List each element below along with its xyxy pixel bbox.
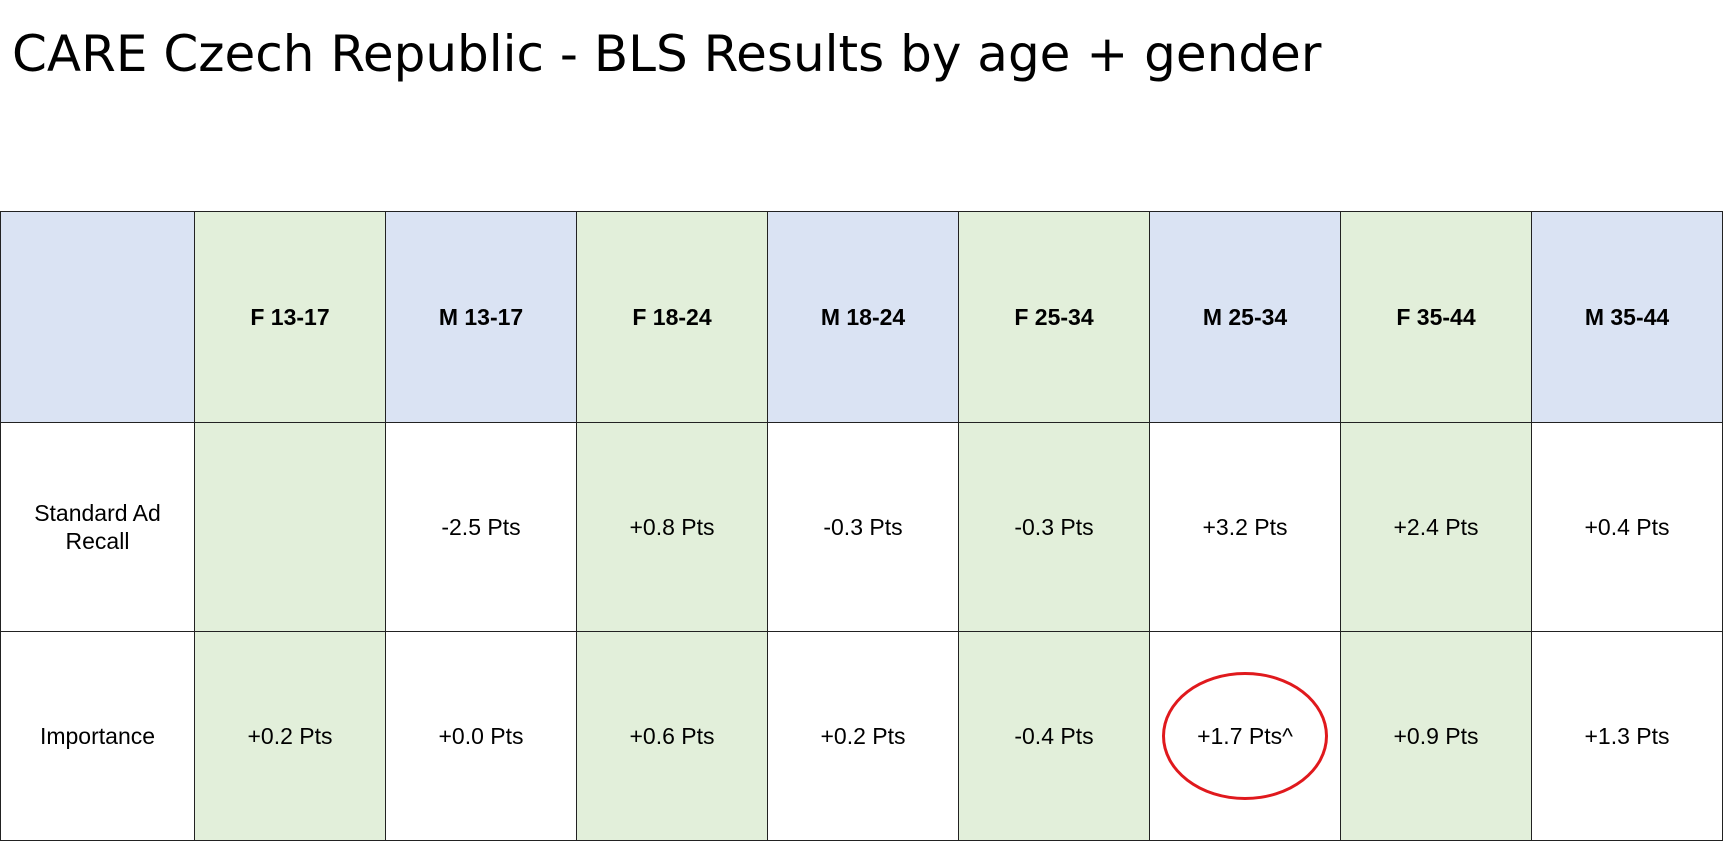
table-row-importance: Importance +0.2 Pts +0.0 Pts +0.6 Pts +0… xyxy=(0,631,1723,841)
table-cell: -0.3 Pts xyxy=(767,422,959,632)
table-cell: +0.6 Pts xyxy=(576,631,768,841)
corner-cell xyxy=(0,211,195,423)
table-cell: +0.0 Pts xyxy=(385,631,577,841)
column-header-m-13-17: M 13-17 xyxy=(385,211,577,423)
table-row-standard-ad-recall: Standard Ad Recall -2.5 Pts +0.8 Pts -0.… xyxy=(0,422,1723,632)
column-header-m-25-34: M 25-34 xyxy=(1149,211,1341,423)
table-cell: -0.3 Pts xyxy=(958,422,1150,632)
table-cell: +1.3 Pts xyxy=(1531,631,1723,841)
header-row: F 13-17 M 13-17 F 18-24 M 18-24 F 25-34 … xyxy=(0,211,1723,423)
results-table: F 13-17 M 13-17 F 18-24 M 18-24 F 25-34 … xyxy=(0,211,1723,841)
table-cell: +3.2 Pts xyxy=(1149,422,1341,632)
table-cell-circled: +1.7 Pts^ xyxy=(1149,631,1341,841)
circled-value: +1.7 Pts^ xyxy=(1161,672,1328,800)
page-title: CARE Czech Republic - BLS Results by age… xyxy=(12,25,1322,83)
table-cell: +0.2 Pts xyxy=(194,631,386,841)
table-cell: -0.4 Pts xyxy=(958,631,1150,841)
column-header-f-18-24: F 18-24 xyxy=(576,211,768,423)
circled-value-text: +1.7 Pts^ xyxy=(1197,723,1293,749)
table-cell: -2.5 Pts xyxy=(385,422,577,632)
column-header-f-25-34: F 25-34 xyxy=(958,211,1150,423)
row-label-cell: Standard Ad Recall xyxy=(0,422,195,632)
column-header-m-18-24: M 18-24 xyxy=(767,211,959,423)
table-cell xyxy=(194,422,386,632)
column-header-f-35-44: F 35-44 xyxy=(1340,211,1532,423)
row-label: Importance xyxy=(39,723,156,749)
column-header-f-13-17: F 13-17 xyxy=(194,211,386,423)
column-header-m-35-44: M 35-44 xyxy=(1531,211,1723,423)
table-cell: +0.8 Pts xyxy=(576,422,768,632)
table-cell: +0.4 Pts xyxy=(1531,422,1723,632)
table-cell: +2.4 Pts xyxy=(1340,422,1532,632)
row-label: Standard Ad Recall xyxy=(34,500,161,554)
table-cell: +0.9 Pts xyxy=(1340,631,1532,841)
table-cell: +0.2 Pts xyxy=(767,631,959,841)
row-label-cell: Importance xyxy=(0,631,195,841)
